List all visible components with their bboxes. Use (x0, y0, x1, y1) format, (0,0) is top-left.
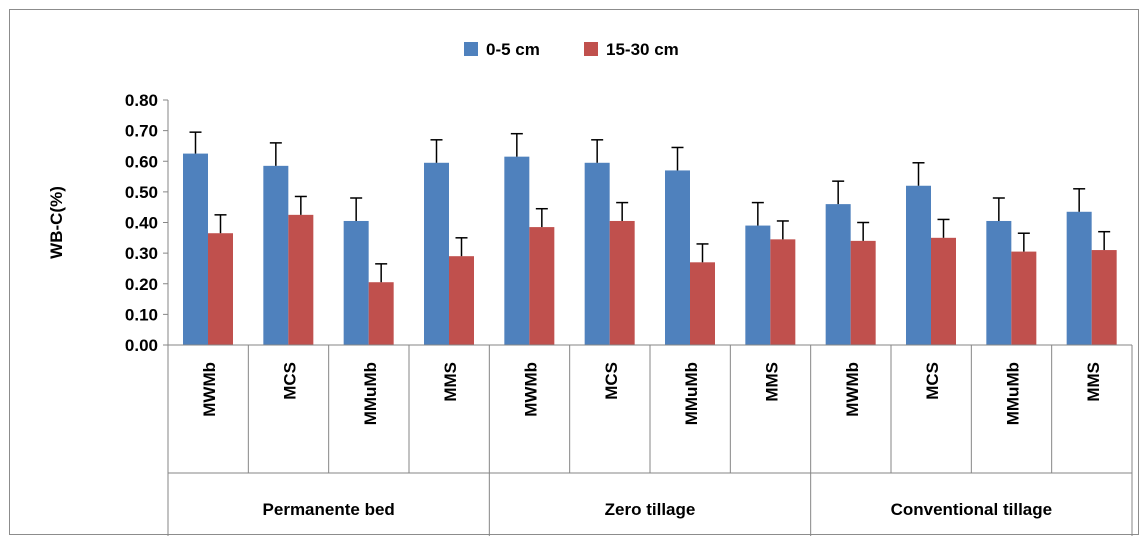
bar-0-5cm-5 (584, 162, 610, 345)
legend-swatch-0 (464, 42, 478, 56)
bar-0-5cm-8 (825, 204, 851, 345)
bar-15-30cm-2 (368, 282, 394, 345)
y-tick-label: 0.30 (125, 244, 158, 263)
category-label: MMS (763, 362, 782, 402)
chart-frame: 0-5 cm 15-30 cm 0.00 0.10 0.20 0.30 0.40 0.50 0… (9, 9, 1139, 536)
bar-15-30cm-4 (529, 227, 555, 345)
bar-15-30cm-0 (208, 233, 233, 345)
category-label: MMuMb (361, 362, 380, 425)
category-label: MWMb (522, 362, 541, 417)
y-tick-label: 0.50 (125, 183, 158, 202)
category-label: MCS (923, 362, 942, 400)
legend: 0-5 cm 15-30 cm (464, 40, 679, 59)
category-label: MMS (1084, 362, 1103, 402)
bar-0-5cm-4 (504, 156, 530, 345)
category-label: MWMb (843, 362, 862, 417)
bar-0-5cm-9 (906, 185, 931, 345)
bar-0-5cm-3 (424, 162, 449, 345)
category-label: MMS (441, 362, 460, 402)
category-label: MCS (281, 362, 300, 400)
y-tick-label: 0.60 (125, 152, 158, 171)
bars (183, 131, 1117, 345)
bar-0-5cm-1 (263, 165, 289, 345)
bar-15-30cm-7 (770, 239, 796, 345)
bar-15-30cm-3 (449, 256, 474, 345)
group-label: Permanente bed (263, 500, 395, 519)
bar-15-30cm-11 (1091, 250, 1117, 345)
legend-swatch-1 (584, 42, 598, 56)
bar-15-30cm-1 (288, 214, 314, 345)
y-tick-label: 0.70 (125, 122, 158, 141)
bar-0-5cm-7 (745, 225, 771, 345)
bar-15-30cm-10 (1011, 251, 1037, 345)
group-label: Conventional tillage (891, 500, 1053, 519)
bar-0-5cm-2 (343, 220, 369, 345)
y-axis-title: WB-C(%) (47, 186, 66, 259)
group-label: Zero tillage (605, 500, 696, 519)
y-tick-label: 0.80 (125, 91, 158, 110)
bar-15-30cm-8 (850, 240, 876, 345)
category-label: MMuMb (1004, 362, 1023, 425)
bar-15-30cm-9 (931, 237, 956, 345)
y-axis: 0.00 0.10 0.20 0.30 0.40 0.50 0.60 0.70 0.80 WB-C… (47, 91, 169, 355)
category-label: MCS (602, 362, 621, 400)
bar-0-5cm-10 (986, 220, 1012, 345)
legend-label-1: 15-30 cm (606, 40, 679, 59)
bar-0-5cm-0 (183, 153, 208, 345)
y-tick-label: 0.10 (125, 305, 158, 324)
category-label: MMuMb (682, 362, 701, 425)
legend-label-0: 0-5 cm (486, 40, 540, 59)
x-axis: MWMb MCS MMuMb MMS MWMb MCS MMuMb MMS MWMb MCS MMu… (167, 344, 1133, 536)
y-tick-label: 0.00 (125, 336, 158, 355)
wbc-bar-chart: 0-5 cm 15-30 cm 0.000.100.200.300.400.500… (47, 40, 1133, 536)
y-tick-label: 0.40 (125, 214, 158, 233)
bar-0-5cm-6 (665, 170, 690, 345)
category-label: MWMb (200, 362, 219, 417)
bar-0-5cm-11 (1066, 211, 1092, 345)
bar-15-30cm-5 (609, 220, 635, 345)
bar-15-30cm-6 (690, 262, 715, 345)
y-tick-label: 0.20 (125, 275, 158, 294)
